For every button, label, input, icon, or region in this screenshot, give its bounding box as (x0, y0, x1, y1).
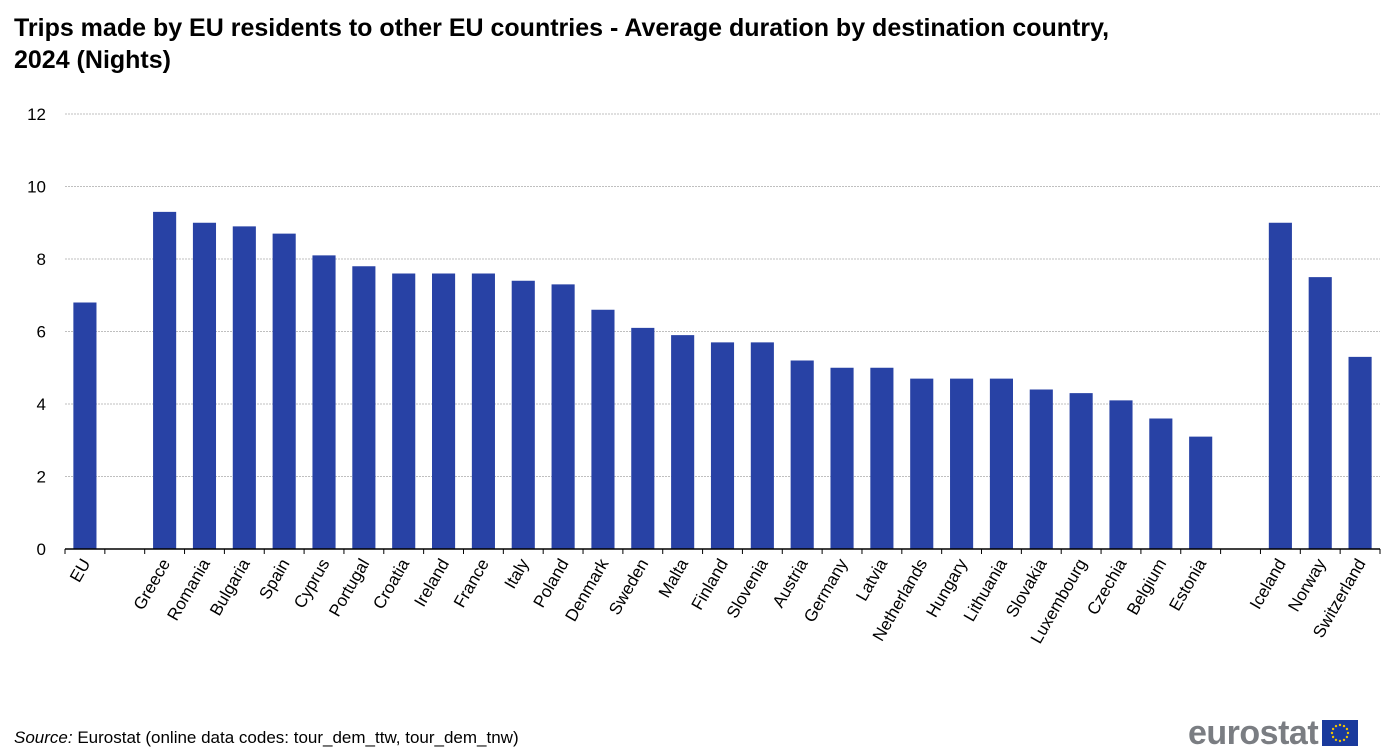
bar-finland (710, 342, 735, 549)
x-tick-label: Latvia (852, 555, 891, 604)
flag-star (1345, 735, 1349, 739)
bar-norway (1308, 277, 1332, 549)
x-tick-label: Greece (130, 556, 174, 614)
bar-cyprus (312, 255, 336, 549)
y-tick-label: 4 (37, 395, 46, 414)
y-tick-label: 10 (27, 178, 46, 197)
x-tick-label: EU (66, 556, 94, 586)
logo-wordmark: eurostat (1188, 714, 1319, 752)
y-tick-label: 2 (37, 468, 46, 487)
bar-portugal (352, 266, 376, 549)
x-tick-label: Bulgaria (206, 555, 254, 619)
bar-lithuania (989, 378, 1013, 549)
bar-romania (192, 222, 217, 549)
flag-star (1338, 739, 1342, 743)
x-tick-label: Austria (769, 555, 812, 611)
bar-iceland (1268, 222, 1292, 549)
x-tick-label: Poland (530, 556, 573, 611)
bar-italy (511, 280, 535, 549)
bar-slovakia (1029, 389, 1053, 549)
bar-latvia (870, 367, 894, 549)
bar-poland (551, 284, 575, 549)
bar-sweden (631, 327, 655, 549)
flag-star (1345, 727, 1349, 731)
x-tick-label: Malta (655, 555, 693, 601)
bar-bulgaria (232, 226, 256, 549)
bar-spain (272, 233, 296, 549)
x-tick-label: Cyprus (290, 556, 333, 612)
bar-denmark (591, 309, 615, 549)
bar-switzerland (1348, 356, 1372, 549)
y-tick-label: 0 (37, 540, 46, 559)
bar-eu (73, 302, 97, 549)
y-tick-label: 6 (37, 323, 46, 342)
x-tick-label: Finland (688, 556, 732, 614)
bar-malta (671, 335, 695, 549)
bar-hungary (950, 378, 974, 549)
bar-greece (153, 211, 177, 549)
bars (73, 211, 1372, 549)
x-tick-label: Estonia (1165, 555, 1210, 614)
source-text: Eurostat (online data codes: tour_dem_tt… (72, 728, 519, 747)
bar-germany (830, 367, 854, 549)
y-tick-label: 12 (27, 105, 46, 124)
flag-star (1334, 738, 1338, 742)
y-axis-ticks: 0 2 4 6 8 10 12 (27, 105, 46, 559)
flag-star (1342, 738, 1346, 742)
flag-star (1330, 731, 1334, 735)
y-tick-label: 8 (37, 250, 46, 269)
x-tick-label: Italy (501, 555, 533, 592)
bar-ireland (432, 273, 456, 549)
x-tick-label: Ireland (411, 556, 453, 611)
bar-slovenia (750, 342, 774, 549)
bar-czechia (1109, 400, 1133, 549)
source-label: Source: (14, 728, 73, 747)
eurostat-logo: eurostat (1188, 714, 1359, 752)
bar-netherlands (910, 378, 934, 549)
x-tick-label: France (450, 556, 493, 611)
flag-star (1332, 735, 1335, 739)
source-note: Source: Eurostat (online data codes: tou… (14, 728, 519, 748)
eu-flag-icon (1322, 720, 1359, 746)
bar-luxembourg (1069, 393, 1093, 549)
flag-star (1346, 731, 1350, 735)
x-tick-label: Croatia (369, 555, 413, 612)
flag-star (1334, 724, 1338, 728)
x-tick-label: Iceland (1246, 556, 1290, 613)
chart-title: Trips made by EU residents to other EU c… (14, 14, 1110, 74)
flag-star (1342, 724, 1346, 728)
bar-estonia (1189, 436, 1213, 549)
bar-france (471, 273, 495, 549)
x-tick-label: Spain (255, 556, 293, 603)
bar-belgium (1149, 418, 1173, 549)
bar-austria (790, 360, 814, 549)
flag-star (1332, 727, 1335, 731)
bar-croatia (392, 273, 416, 549)
x-axis (64, 548, 1381, 554)
flag-star (1338, 723, 1342, 727)
